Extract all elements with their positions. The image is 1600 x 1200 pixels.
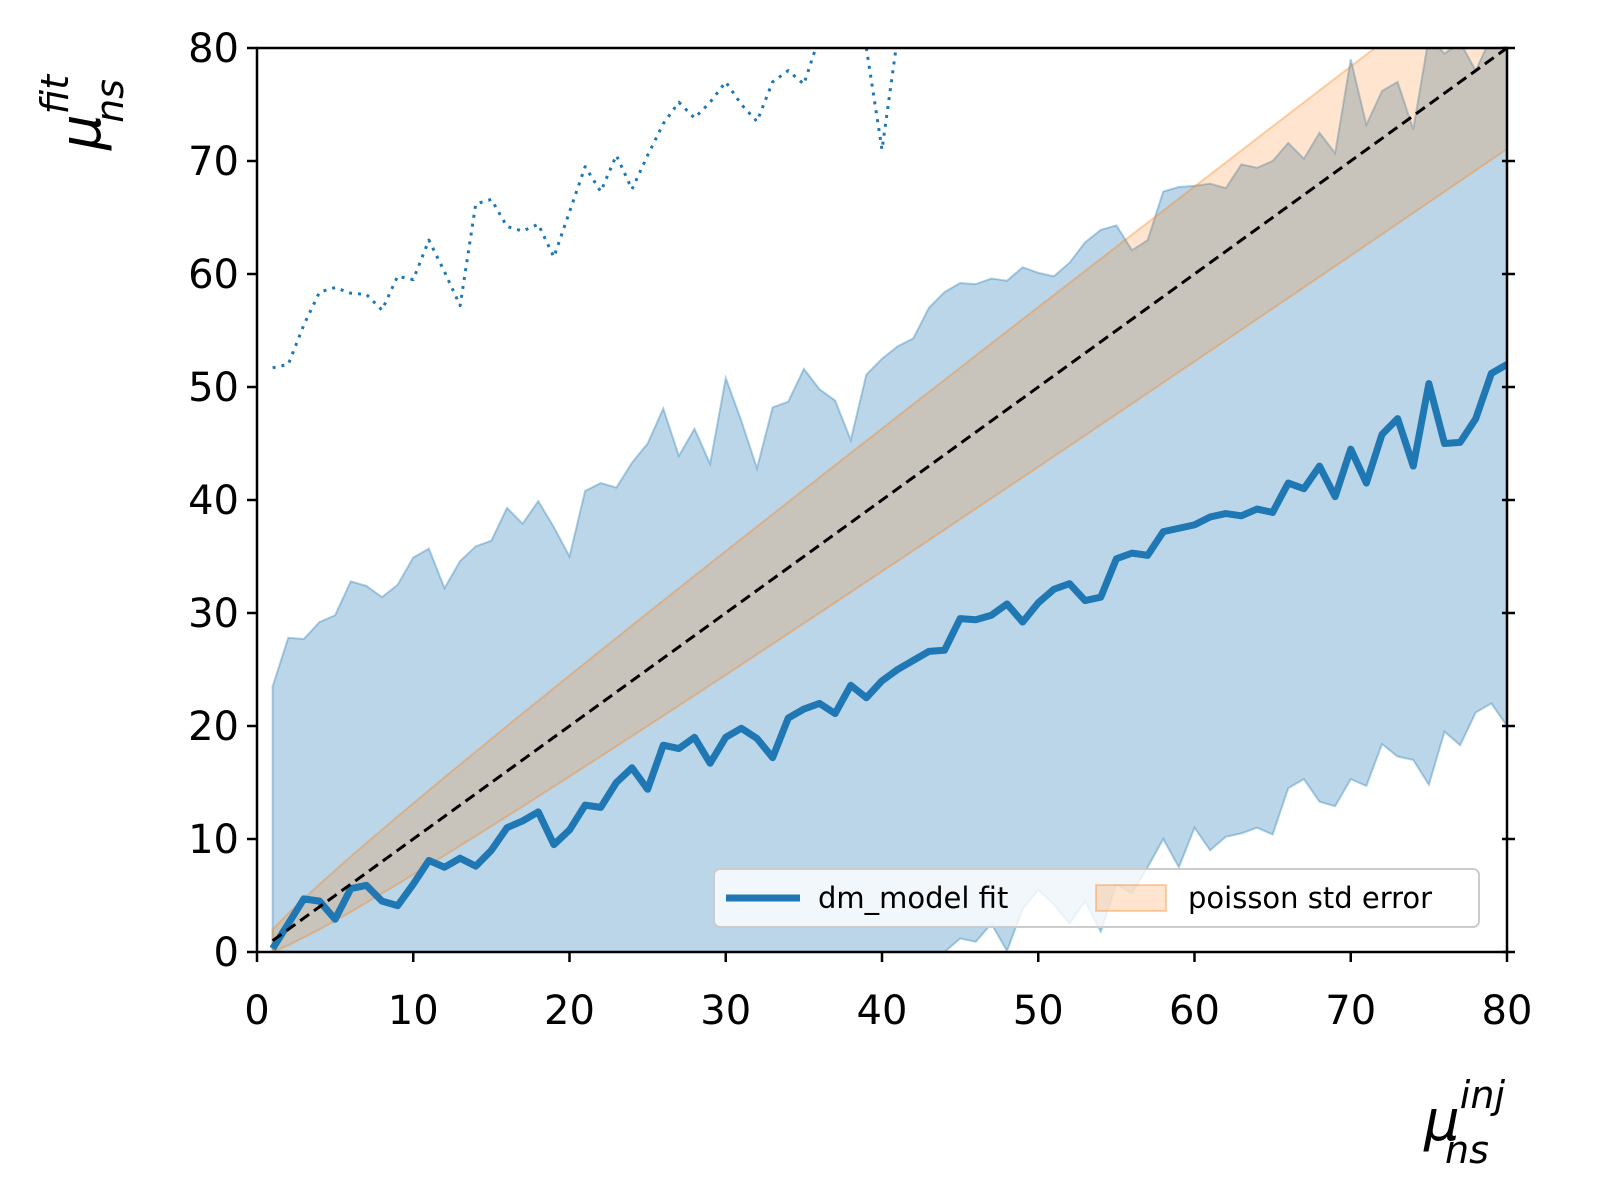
x-tick-label: 70 [1325, 988, 1376, 1034]
legend: dm_model fit poisson std error [713, 868, 1480, 928]
x-label-sub: ns [1445, 1128, 1489, 1172]
plot-area [269, 48, 1507, 952]
y-tick-label: 50 [188, 365, 239, 411]
x-tick-label: 60 [1169, 988, 1220, 1034]
x-tick-label: 10 [388, 988, 439, 1034]
range-band [271, 48, 1507, 952]
y-axis-label: μfit ns [33, 73, 132, 151]
x-tick-label: 0 [244, 988, 269, 1034]
fit-line [269, 361, 1507, 951]
y-tick-label: 30 [188, 591, 239, 637]
y-label-base: μ [49, 114, 114, 151]
x-tick-label: 20 [544, 988, 595, 1034]
x-tick-label: 40 [857, 988, 908, 1034]
legend-box [713, 868, 1480, 928]
legend-label: poisson std error [1188, 881, 1432, 915]
dotted-line [272, 48, 898, 370]
y-tick-label: 0 [214, 930, 239, 976]
y-label-sup: fit [33, 73, 77, 115]
y-tick-label: 10 [188, 817, 239, 863]
y-tick-label: 40 [188, 478, 239, 524]
x-label-base: μ [1423, 1089, 1460, 1154]
x-tick-label: 30 [700, 988, 751, 1034]
y-tick-label: 20 [188, 704, 239, 750]
x-axis-label: μinj ns [1423, 1073, 1505, 1172]
x-tick-label: 50 [1013, 988, 1064, 1034]
x-tick-label: 80 [1482, 988, 1533, 1034]
legend-label: dm_model fit [818, 881, 1008, 915]
y-tick-label: 70 [188, 139, 239, 185]
x-label-sup: inj [1460, 1073, 1506, 1117]
y-tick-label: 60 [188, 252, 239, 298]
y-label-sub: ns [88, 79, 132, 123]
y-tick-label: 80 [188, 26, 239, 72]
legend-swatch [1095, 884, 1167, 912]
